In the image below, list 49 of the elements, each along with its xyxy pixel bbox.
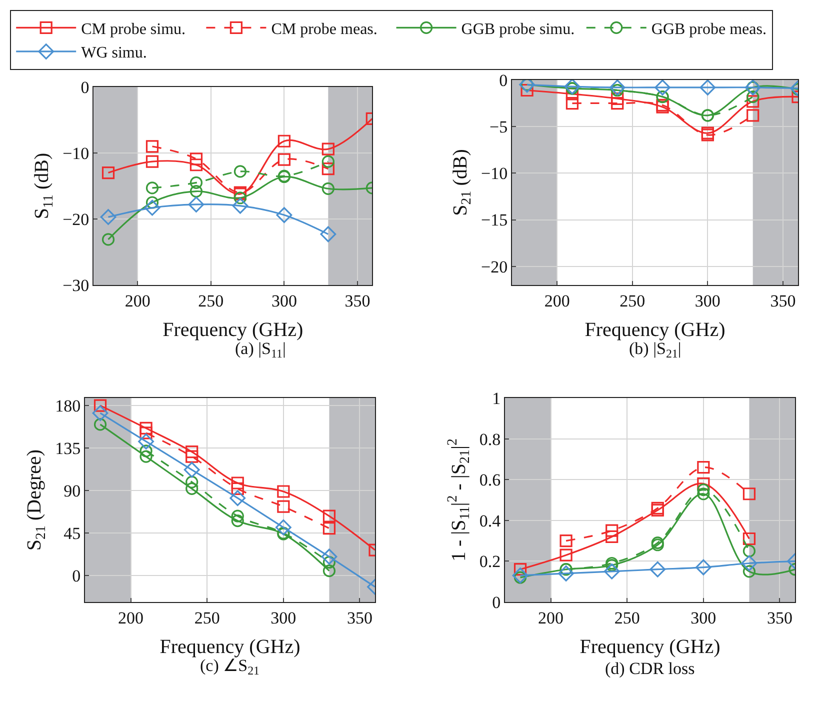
y-tick-label: 0 [80,78,90,97]
y-tick-label: −20 [481,257,508,276]
x-tick-label: 250 [614,608,640,628]
x-axis-title: Frequency (GHz) [584,318,726,341]
y-tick-label: 0 [492,592,501,612]
x-tick-label: 300 [694,291,720,310]
x-tick-label: 300 [271,291,297,310]
y-tick-label: 90 [64,482,81,501]
y-tick-label: −20 [62,210,90,229]
x-axis-title: Frequency (GHz) [162,318,304,341]
y-tick-label: −5 [490,118,508,137]
legend-label: CM probe meas. [271,20,378,38]
x-tick-label: 200 [538,608,564,628]
x-tick-label: 350 [344,291,370,310]
x-tick-label: 250 [194,608,220,628]
text: (c) ∠S$_{21}$ [200,656,260,678]
y-tick-label: −10 [481,164,508,184]
y-tick-label: 0 [72,566,81,586]
y-tick-label: −30 [62,276,90,295]
x-tick-label: 300 [690,608,716,628]
y-tick-label: −10 [62,144,90,163]
x-tick-label: 350 [766,608,792,628]
x-tick-label: 300 [270,608,296,628]
y-tick-label: 135 [55,439,81,458]
x-tick-label: 200 [544,291,570,310]
y-tick-label: −15 [481,210,508,230]
legend-label: CM probe simu. [81,20,186,38]
y-tick-label: 45 [64,524,81,544]
x-axis-title: Frequency (GHz) [580,636,720,658]
x-axis-title: Frequency (GHz) [160,636,300,658]
text: (d) CDR loss [605,659,695,678]
y-tick-label: 0.4 [479,511,502,530]
y-tick-label: 1 [492,388,501,408]
text: (a) |S$_{11}$| [235,339,286,361]
x-tick-label: 250 [620,291,646,310]
x-tick-label: 200 [118,608,144,628]
text: (b) |S$_{21}$| [629,339,682,361]
x-tick-label: 350 [346,608,372,628]
y-tick-label: 0.6 [479,470,501,490]
y-tick-label: 0 [499,70,508,90]
legend-label: WG simu. [81,44,147,62]
x-tick-label: 250 [198,291,224,310]
legend-label: GGB probe meas. [651,20,766,38]
y-tick-label: 180 [55,396,81,416]
y-tick-label: 0.8 [479,430,501,449]
legend-label: GGB probe simu. [461,20,575,38]
y-tick-label: 0.2 [479,552,501,572]
x-tick-label: 200 [124,291,150,310]
x-tick-label: 350 [770,291,796,310]
